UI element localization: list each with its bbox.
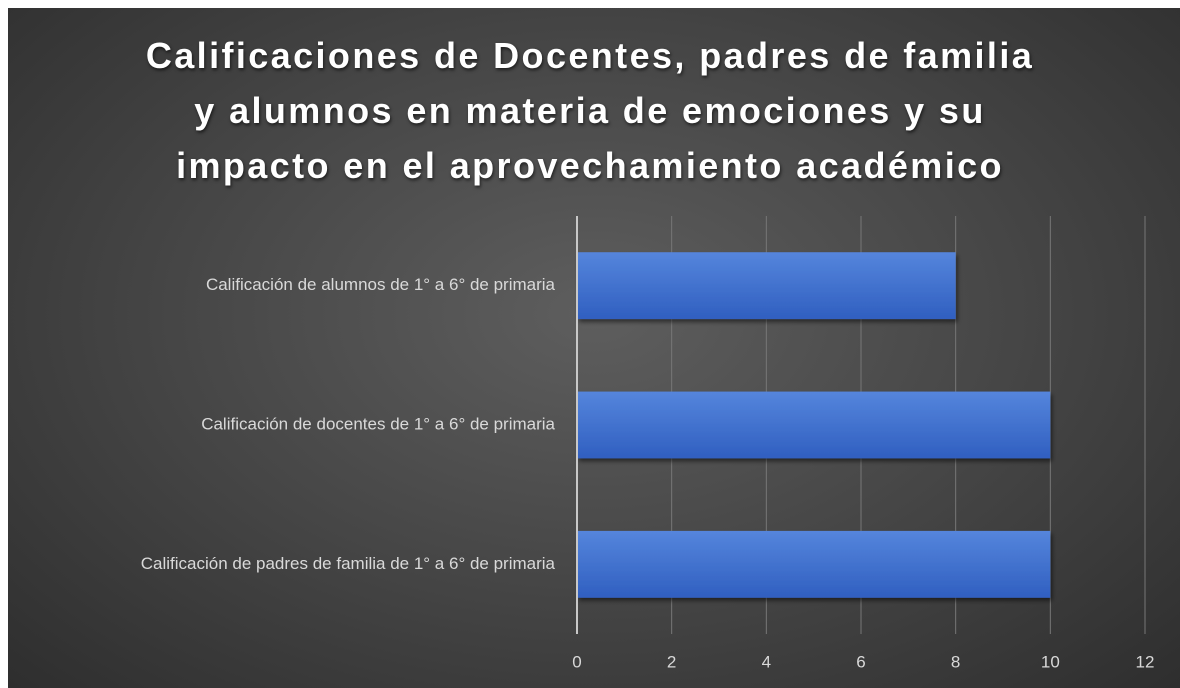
bar: [577, 252, 956, 320]
x-tick-label: 2: [667, 652, 676, 671]
chart-title: Calificaciones de Docentes, padres de fa…: [145, 35, 1035, 186]
x-tick-label: 6: [856, 652, 865, 671]
x-tick-label: 0: [572, 652, 581, 671]
y-tick-label: Calificación de alumnos de 1° a 6° de pr…: [206, 275, 556, 294]
x-tick-label: 8: [951, 652, 960, 671]
bar: [577, 530, 1051, 598]
bar: [577, 391, 1051, 459]
y-tick-label: Calificación de docentes de 1° a 6° de p…: [201, 414, 555, 433]
x-tick-label: 12: [1136, 652, 1155, 671]
y-tick-label: Calificación de padres de familia de 1° …: [141, 554, 556, 573]
x-tick-label: 10: [1041, 652, 1060, 671]
x-tick-label: 4: [762, 652, 771, 671]
